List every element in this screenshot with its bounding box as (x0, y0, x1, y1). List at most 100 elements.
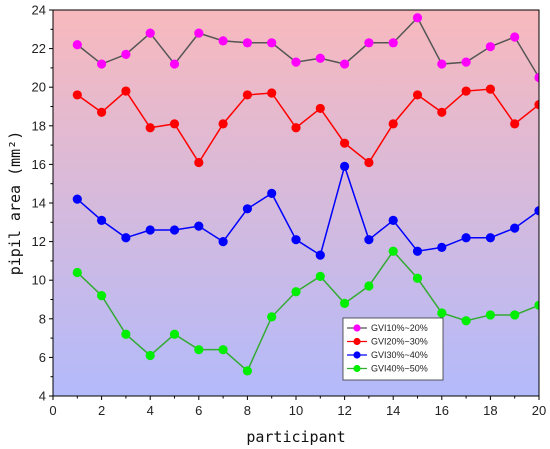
series-1-point (364, 38, 374, 48)
y-tick-label: 14 (32, 196, 46, 211)
series-2-point (242, 90, 252, 100)
legend-marker (353, 324, 361, 332)
series-3-point (485, 233, 495, 243)
series-4-point (145, 350, 155, 361)
series-3-point (534, 206, 539, 216)
series-4-point (364, 281, 374, 291)
series-2-point (437, 107, 447, 117)
legend-label: GVI10%~20% (371, 323, 428, 333)
y-tick-label: 18 (32, 118, 46, 133)
series-1-point (97, 59, 107, 69)
series-2-point (364, 157, 374, 168)
x-tick-label: 8 (244, 403, 251, 418)
series-3-point (145, 225, 155, 235)
series-2-point (145, 123, 155, 133)
x-tick-label: 4 (147, 403, 154, 418)
series-1-point (437, 59, 447, 69)
y-tick-label: 6 (39, 350, 46, 365)
y-tick-label: 12 (32, 234, 46, 249)
series-1-point (388, 38, 398, 48)
y-tick-label: 4 (39, 389, 46, 404)
x-tick-label: 18 (483, 403, 497, 418)
series-4-point (121, 329, 131, 339)
series-2-point (534, 99, 539, 110)
series-1-point (169, 59, 180, 69)
series-1-point (145, 28, 155, 38)
series-4-point (72, 267, 82, 278)
x-tick-label: 16 (435, 403, 449, 418)
series-2-point (461, 86, 471, 96)
series-2-point (485, 84, 495, 94)
series-2-point (218, 119, 228, 129)
series-2-point (169, 119, 180, 129)
series-3-point (121, 233, 131, 243)
series-3-point (267, 188, 277, 198)
series-3-point (340, 161, 350, 171)
series-3-point (291, 235, 301, 245)
series-4-point (340, 298, 350, 308)
series-2-point (121, 86, 131, 96)
x-tick-label: 10 (289, 403, 303, 418)
series-2-point (388, 119, 398, 129)
series-2-point (267, 88, 277, 98)
legend-label: GVI20%~30% (371, 337, 428, 347)
x-tick-label: 2 (98, 403, 105, 418)
series-4-point (510, 310, 520, 320)
y-tick-label: 24 (32, 3, 46, 18)
series-1-point (461, 57, 471, 67)
series-2-point (340, 138, 350, 148)
series-4-point (169, 329, 180, 339)
series-3-point (242, 204, 252, 214)
series-layer (72, 13, 539, 376)
series-1-point (242, 38, 252, 48)
series-3-point (412, 246, 423, 256)
series-3-point (194, 221, 204, 231)
series-4-point (461, 316, 471, 326)
y-tick-label: 8 (39, 311, 46, 326)
series-1-point (121, 49, 131, 59)
y-tick-label: 16 (32, 157, 46, 172)
legend-label: GVI30%~40% (371, 350, 428, 360)
series-4-point (485, 310, 495, 320)
series-3-point (510, 223, 520, 233)
series-3-point (388, 215, 398, 225)
legend: GVI10%~20% GVI20%~30% GVI30%~40% GVI40%~50% (342, 317, 444, 381)
series-1-point (534, 72, 539, 83)
x-tick-label: 6 (195, 403, 202, 418)
x-tick-label: 12 (337, 403, 351, 418)
series-4-point (242, 366, 252, 376)
series-1-point (218, 36, 228, 46)
series-4-point (388, 246, 398, 256)
series-2-point (412, 90, 423, 100)
series-1-point (315, 53, 325, 63)
legend-marker (353, 364, 361, 373)
series-4-point (412, 273, 423, 283)
series-1-point (485, 42, 495, 52)
y-tick-label: 20 (32, 80, 46, 95)
x-axis-title: participant (246, 428, 345, 446)
series-4-point (97, 291, 107, 301)
series-3-point (72, 194, 82, 204)
series-2-point (72, 90, 82, 100)
series-3-point (97, 215, 107, 225)
series-2-point (510, 119, 520, 129)
series-4-point (291, 287, 301, 297)
series-4-point (534, 300, 539, 310)
series-3-point (364, 235, 374, 245)
series-4-point (267, 312, 277, 322)
series-1-point (194, 28, 204, 38)
plot-background (53, 10, 539, 396)
y-axis-title: pipil area (mm²) (6, 131, 24, 276)
series-4-point (437, 308, 447, 318)
x-tick-label: 20 (532, 403, 546, 418)
series-2-point (97, 107, 107, 117)
series-3-point (461, 233, 471, 243)
series-1-point (510, 32, 520, 42)
series-2-point (194, 157, 204, 168)
series-2-point (291, 123, 301, 133)
series-1-point (267, 38, 277, 48)
series-3-point (218, 237, 228, 247)
series-3-point (169, 225, 180, 235)
